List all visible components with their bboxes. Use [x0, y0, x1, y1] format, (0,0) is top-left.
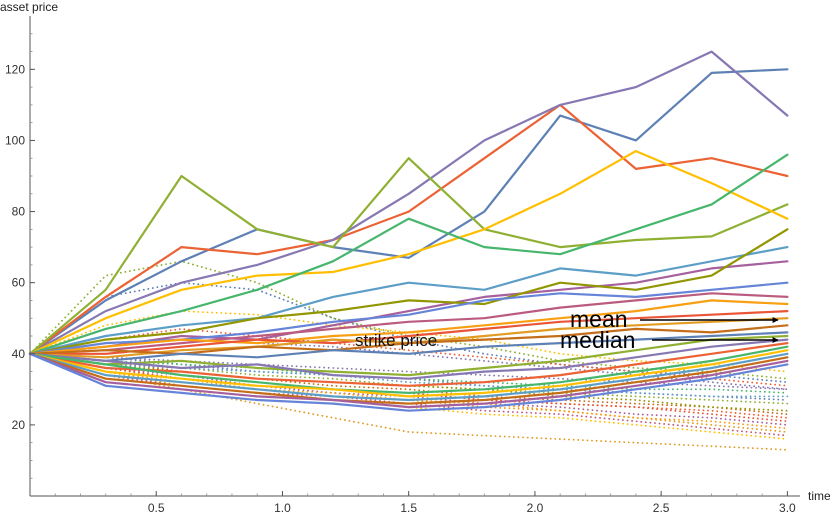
- solid-path-21: [28, 349, 789, 398]
- solid-path-9: [28, 228, 789, 355]
- y-tick-label: 40: [12, 347, 26, 361]
- axes: [29, 16, 800, 497]
- solid-path-17: [28, 334, 789, 377]
- y-tick-label: 120: [5, 62, 25, 76]
- y-tick-label: 100: [5, 133, 25, 147]
- solid-path-19: [28, 342, 789, 387]
- mean-label: mean: [570, 306, 628, 332]
- x-axis-title: time: [808, 489, 830, 503]
- solid-path-15: [28, 324, 789, 355]
- solid-path-8: [28, 260, 789, 355]
- x-tick-label: 1.0: [274, 501, 291, 513]
- solid-path-5: [28, 150, 789, 355]
- strike-price-label: strike price: [355, 331, 437, 350]
- x-tick-label: 2.5: [653, 501, 670, 513]
- solid-path-6: [28, 153, 789, 355]
- solid-path-16: [28, 331, 789, 362]
- x-tick-label: 3.0: [779, 501, 796, 513]
- dotted-path-17: [29, 260, 789, 380]
- x-tick-label: 1.5: [400, 501, 417, 513]
- solid-path-7: [28, 246, 789, 355]
- solid-path-4: [28, 157, 789, 355]
- solid-path-10: [28, 281, 789, 355]
- solid-path-13: [28, 310, 789, 355]
- solid-path-3: [28, 50, 789, 355]
- x-tick-label: 0.5: [148, 501, 165, 513]
- solid-path-20: [28, 345, 789, 394]
- dotted-path-2: [29, 352, 789, 441]
- solid-path-25: [28, 352, 789, 412]
- y-tick-label: 80: [12, 205, 26, 219]
- solid-path-18: [28, 338, 789, 380]
- dotted-path-3: [29, 352, 789, 451]
- x-tick-label: 2.0: [527, 501, 544, 513]
- solid-path-11: [28, 292, 789, 355]
- y-tick-label: 20: [12, 418, 26, 432]
- ticks: 0.5 1.0 1.5 2.0 2.5 3.0 20 40 60 80 100 120: [5, 33, 796, 513]
- dotted-paths: [29, 260, 789, 451]
- solid-path-1: [28, 68, 789, 355]
- annotations: strike price mean median: [355, 306, 779, 353]
- dotted-path-19: [29, 327, 789, 387]
- solid-path-23: [28, 352, 789, 405]
- y-tick-label: 60: [12, 276, 26, 290]
- dotted-path-16: [29, 281, 789, 384]
- dotted-path-15: [29, 352, 789, 437]
- solid-path-2: [28, 103, 789, 355]
- solid-path-22: [28, 352, 789, 402]
- solid-path-24: [28, 352, 789, 409]
- y-axis-title: asset price: [0, 0, 58, 14]
- solid-paths: [28, 50, 789, 412]
- median-label: median: [560, 327, 635, 353]
- solid-path-12: [28, 299, 789, 355]
